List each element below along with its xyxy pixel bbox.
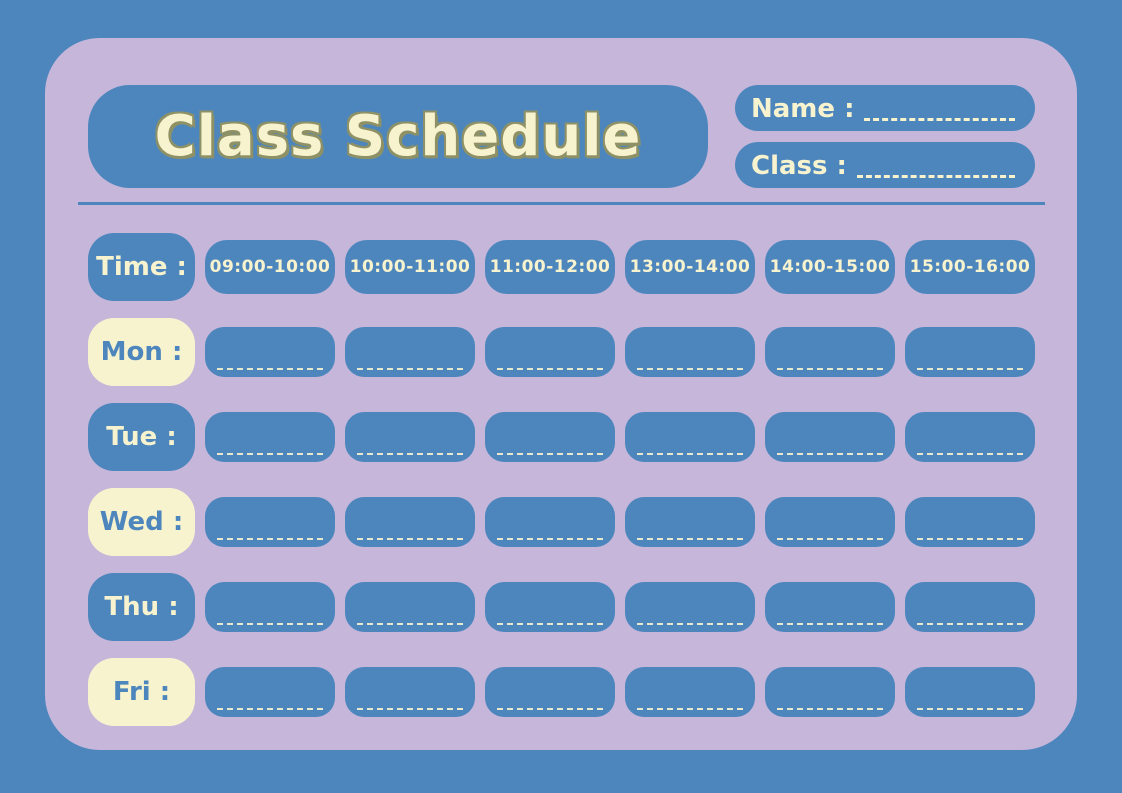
- schedule-cell-mon-2[interactable]: [345, 327, 475, 377]
- name-input-line[interactable]: [864, 118, 1015, 121]
- day-label-fri: Fri :: [88, 658, 195, 726]
- write-line: [636, 708, 744, 710]
- write-line: [496, 453, 604, 455]
- schedule-cell-mon-6[interactable]: [905, 327, 1035, 377]
- write-line: [216, 538, 324, 540]
- day-label-tue: Tue :: [88, 403, 195, 471]
- schedule-cell-tue-5[interactable]: [765, 412, 895, 462]
- header-fields: Name : Class :: [735, 85, 1035, 188]
- write-line: [356, 538, 464, 540]
- write-line: [636, 538, 744, 540]
- schedule-cell-tue-3[interactable]: [485, 412, 615, 462]
- time-slot-2: 10:00-11:00: [345, 240, 475, 294]
- write-line: [636, 368, 744, 370]
- schedule-cell-thu-4[interactable]: [625, 582, 755, 632]
- schedule-cell-fri-2[interactable]: [345, 667, 475, 717]
- time-row-label: Time :: [88, 233, 195, 301]
- time-slot-6: 15:00-16:00: [905, 240, 1035, 294]
- schedule-cell-wed-6[interactable]: [905, 497, 1035, 547]
- title-banner: Class Schedule: [88, 85, 708, 188]
- schedule-cell-thu-6[interactable]: [905, 582, 1035, 632]
- schedule-cell-thu-2[interactable]: [345, 582, 475, 632]
- schedule-cell-wed-2[interactable]: [345, 497, 475, 547]
- name-label: Name :: [751, 94, 855, 124]
- schedule-cell-wed-4[interactable]: [625, 497, 755, 547]
- schedule-cell-fri-6[interactable]: [905, 667, 1035, 717]
- schedule-cell-mon-4[interactable]: [625, 327, 755, 377]
- write-line: [776, 368, 884, 370]
- write-line: [916, 708, 1024, 710]
- write-line: [356, 368, 464, 370]
- schedule-card: Class Schedule Name : Class : Time : 09:…: [45, 38, 1077, 750]
- schedule-cell-mon-3[interactable]: [485, 327, 615, 377]
- time-slot-5: 14:00-15:00: [765, 240, 895, 294]
- header-divider: [78, 202, 1045, 205]
- write-line: [636, 623, 744, 625]
- schedule-grid: Time : 09:00-10:00 10:00-11:00 11:00-12:…: [88, 233, 1035, 726]
- day-label-wed: Wed :: [88, 488, 195, 556]
- write-line: [916, 368, 1024, 370]
- schedule-cell-tue-6[interactable]: [905, 412, 1035, 462]
- schedule-cell-fri-4[interactable]: [625, 667, 755, 717]
- schedule-cell-thu-1[interactable]: [205, 582, 335, 632]
- schedule-cell-fri-5[interactable]: [765, 667, 895, 717]
- time-slot-3: 11:00-12:00: [485, 240, 615, 294]
- schedule-cell-fri-3[interactable]: [485, 667, 615, 717]
- write-line: [636, 453, 744, 455]
- day-label-mon: Mon :: [88, 318, 195, 386]
- write-line: [496, 368, 604, 370]
- class-input-line[interactable]: [856, 175, 1015, 178]
- write-line: [776, 538, 884, 540]
- write-line: [916, 453, 1024, 455]
- schedule-cell-tue-4[interactable]: [625, 412, 755, 462]
- schedule-cell-thu-3[interactable]: [485, 582, 615, 632]
- write-line: [916, 538, 1024, 540]
- write-line: [776, 623, 884, 625]
- write-line: [776, 453, 884, 455]
- write-line: [496, 538, 604, 540]
- name-field: Name :: [735, 85, 1035, 131]
- write-line: [216, 623, 324, 625]
- day-label-thu: Thu :: [88, 573, 195, 641]
- write-line: [216, 368, 324, 370]
- time-slot-4: 13:00-14:00: [625, 240, 755, 294]
- schedule-cell-thu-5[interactable]: [765, 582, 895, 632]
- class-label: Class :: [751, 151, 847, 181]
- write-line: [496, 623, 604, 625]
- write-line: [356, 623, 464, 625]
- write-line: [776, 708, 884, 710]
- schedule-cell-wed-5[interactable]: [765, 497, 895, 547]
- schedule-cell-mon-5[interactable]: [765, 327, 895, 377]
- write-line: [356, 708, 464, 710]
- class-field: Class :: [735, 142, 1035, 188]
- write-line: [216, 453, 324, 455]
- header: Class Schedule Name : Class :: [88, 85, 1035, 188]
- page-title: Class Schedule: [154, 104, 642, 169]
- write-line: [916, 623, 1024, 625]
- write-line: [496, 708, 604, 710]
- write-line: [216, 708, 324, 710]
- schedule-cell-wed-3[interactable]: [485, 497, 615, 547]
- write-line: [356, 453, 464, 455]
- schedule-cell-wed-1[interactable]: [205, 497, 335, 547]
- schedule-cell-tue-1[interactable]: [205, 412, 335, 462]
- schedule-cell-mon-1[interactable]: [205, 327, 335, 377]
- schedule-cell-tue-2[interactable]: [345, 412, 475, 462]
- time-slot-1: 09:00-10:00: [205, 240, 335, 294]
- schedule-cell-fri-1[interactable]: [205, 667, 335, 717]
